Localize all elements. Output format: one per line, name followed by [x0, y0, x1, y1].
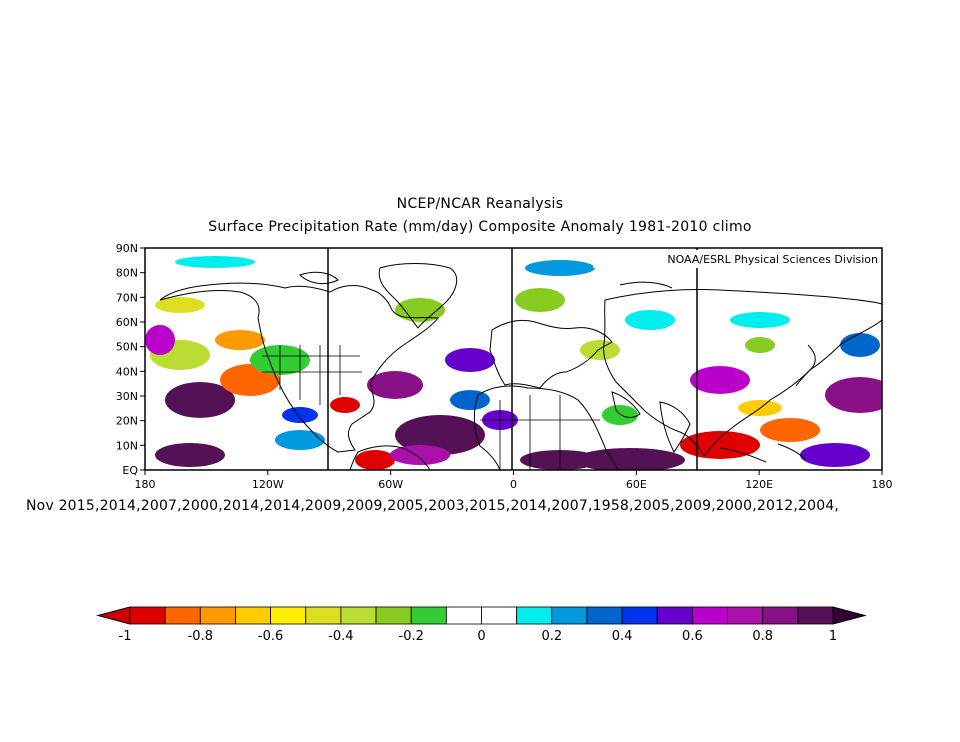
colorbar-swatch	[762, 606, 799, 625]
anomaly-patch	[155, 297, 205, 313]
anomaly-patch	[165, 382, 235, 418]
lat-tick-label: EQ	[122, 464, 138, 477]
lat-tick-label: 10N	[116, 439, 138, 452]
colorbar-label: -1	[119, 629, 132, 644]
colorbar-swatch	[129, 606, 166, 625]
lat-tick-label: 20N	[116, 415, 138, 428]
credit-box	[593, 250, 881, 268]
colorbar-label: -0.4	[328, 629, 353, 644]
colorbar-swatch	[270, 606, 307, 625]
colorbar-swatch	[445, 606, 482, 625]
anomaly-patch	[275, 430, 325, 450]
anomaly-patch	[355, 450, 395, 470]
anomaly-patch	[330, 397, 360, 413]
anomaly-patch	[145, 325, 175, 355]
lon-tick-label: 180	[872, 478, 893, 491]
anomaly-patch	[395, 415, 485, 455]
lat-tick-label: 60N	[116, 316, 138, 329]
lon-tick-label: 60W	[378, 478, 403, 491]
colorbar-swatch	[797, 606, 834, 625]
lat-tick-label: 70N	[116, 291, 138, 304]
lon-tick-label: 120W	[252, 478, 284, 491]
colorbar-swatch	[656, 606, 693, 625]
anomaly-patch	[155, 443, 225, 467]
anomaly-patch	[395, 298, 445, 322]
colorbar-swatch	[375, 606, 412, 625]
anomaly-patch	[745, 337, 775, 353]
anomaly-patch	[625, 310, 675, 330]
colorbar-label: 1	[829, 629, 837, 644]
colorbar-swatch	[551, 606, 588, 625]
lon-tick-label: 0	[510, 478, 517, 491]
anomaly-patch	[602, 405, 638, 425]
anomaly-patch	[800, 443, 870, 467]
colorbar-label: -0.2	[399, 629, 424, 644]
colorbar-label: 0	[477, 629, 485, 644]
colorbar-swatch	[235, 606, 271, 625]
credit-label: NOAA/ESRL Physical Sciences Division	[667, 253, 878, 266]
lat-tick-label: 40N	[116, 365, 138, 378]
anomaly-patch	[390, 445, 450, 465]
anomaly-patch	[215, 330, 265, 350]
anomaly-patch	[450, 390, 490, 410]
lat-tick-label: 50N	[116, 341, 138, 354]
anomaly-patch	[282, 407, 318, 423]
anomaly-patch	[515, 288, 565, 312]
title-line-2: Surface Precipitation Rate (mm/day) Comp…	[208, 219, 752, 235]
anomaly-patch	[825, 377, 882, 413]
anomaly-patch	[367, 371, 423, 399]
anomaly-patch	[690, 366, 750, 394]
anomaly-patch	[575, 448, 685, 470]
anomaly-patch	[730, 312, 790, 328]
anomaly-patch	[525, 260, 595, 276]
colorbar-swatch	[516, 606, 553, 625]
lat-tick-label: 30N	[116, 390, 138, 403]
anomaly-patch	[580, 340, 620, 360]
colorbar-label: -0.6	[258, 629, 283, 644]
colorbar-swatch	[692, 606, 728, 625]
anomaly-patch	[840, 333, 880, 357]
colorbar-label: 0.6	[682, 629, 703, 644]
lon-tick-label: 180	[135, 478, 156, 491]
colorbar-swatch	[199, 606, 236, 625]
anomaly-patch	[445, 348, 495, 372]
title-line-1: NCEP/NCAR Reanalysis	[396, 196, 564, 212]
lon-tick-label: 60E	[626, 478, 647, 491]
colorbar-swatch	[340, 606, 377, 625]
colorbar-label: 0.4	[612, 629, 633, 644]
lat-tick-label: 90N	[116, 242, 138, 255]
colorbar-low-arrow	[96, 606, 131, 625]
colorbar-label: 0.8	[752, 629, 773, 644]
colorbar-swatch	[621, 606, 658, 625]
colorbar-swatch	[727, 606, 764, 625]
colorbar-swatch	[586, 606, 623, 625]
colorbar-swatch	[164, 606, 201, 625]
anomaly-patch	[175, 256, 255, 268]
colorbar-swatch	[410, 606, 447, 625]
lon-tick-label: 120E	[745, 478, 773, 491]
composite-years-label: Nov 2015,2014,2007,2000,2014,2014,2009,2…	[26, 498, 840, 514]
lat-tick-label: 80N	[116, 267, 138, 280]
colorbar-label: 0.2	[541, 629, 562, 644]
colorbar-label: -0.8	[188, 629, 213, 644]
anomaly-patch	[760, 418, 820, 442]
coastlines	[159, 263, 882, 470]
colorbar: -1 -0.8 -0.6 -0.4 -0.2 0 0.2 0.4 0.6 0.8 1	[96, 606, 867, 644]
colorbar-high-arrow	[832, 606, 867, 625]
colorbar-swatch	[481, 606, 518, 625]
colorbar-swatch	[305, 606, 342, 625]
